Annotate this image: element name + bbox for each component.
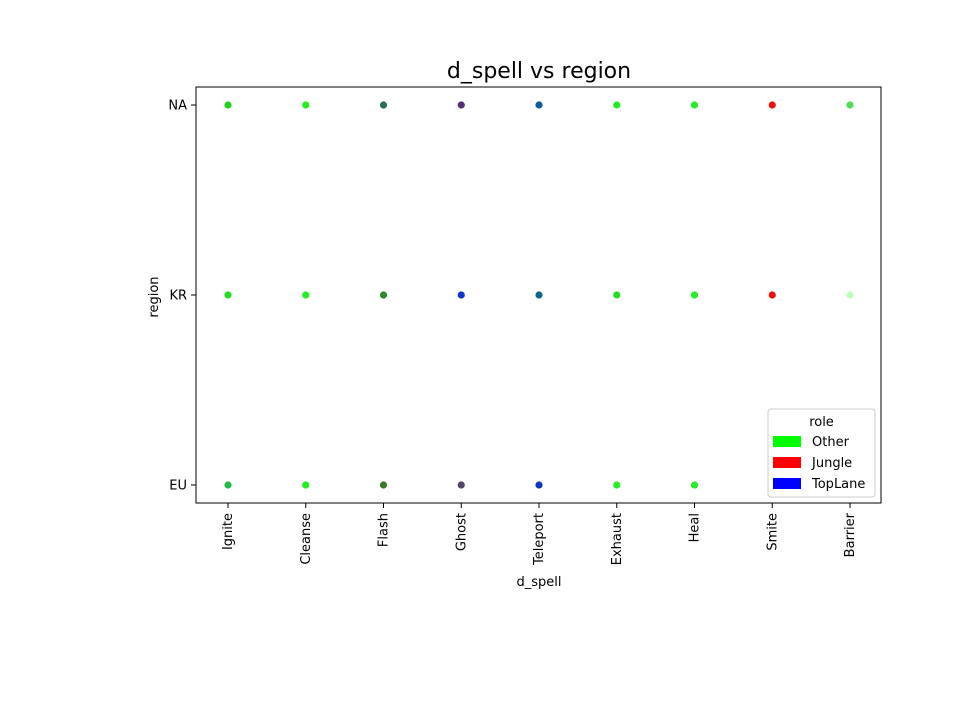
- data-point: [535, 101, 543, 109]
- data-point: [302, 101, 310, 109]
- legend-swatch: [773, 436, 801, 447]
- y-axis-label: region: [147, 276, 162, 317]
- data-point: [302, 481, 310, 489]
- legend-title: role: [809, 415, 834, 430]
- legend-label: Other: [812, 435, 850, 450]
- data-point: [535, 291, 543, 299]
- data-point: [690, 481, 699, 489]
- x-tick-label: Flash: [377, 513, 392, 547]
- legend-label: Jungle: [811, 456, 852, 471]
- x-tick-label: Ghost: [454, 513, 469, 551]
- x-tick-label: Exhaust: [610, 513, 625, 565]
- data-point: [379, 481, 388, 489]
- data-point: [379, 291, 388, 299]
- data-point: [613, 101, 621, 109]
- data-point: [457, 101, 465, 109]
- data-point: [535, 481, 543, 489]
- x-tick-label: Heal: [688, 513, 703, 542]
- legend-label: TopLane: [811, 477, 865, 492]
- x-tick-label: Barrier: [843, 512, 858, 557]
- legend-swatch: [773, 457, 801, 468]
- data-point: [690, 101, 699, 109]
- data-point: [224, 101, 232, 109]
- x-tick-label: Ignite: [221, 513, 236, 550]
- y-tick-label: EU: [169, 479, 187, 494]
- y-tick-label: KR: [169, 289, 187, 304]
- data-point: [690, 291, 699, 299]
- data-point: [224, 291, 232, 299]
- data-point: [224, 481, 232, 489]
- x-tick-label: Cleanse: [299, 513, 314, 565]
- y-tick-label: NA: [168, 99, 187, 114]
- chart-title: d_spell vs region: [447, 59, 631, 84]
- x-axis-label: d_spell: [517, 575, 562, 590]
- data-point: [302, 291, 310, 299]
- data-point: [613, 291, 621, 299]
- data-point: [379, 101, 388, 109]
- data-point: [613, 481, 621, 489]
- data-point: [457, 481, 465, 489]
- x-tick-label: Smite: [765, 513, 780, 551]
- legend-box: [767, 408, 876, 498]
- data-point: [846, 291, 854, 299]
- x-tick-label: Teleport: [532, 513, 547, 566]
- data-point: [457, 291, 465, 299]
- legend-swatch: [773, 478, 801, 489]
- legend: role Other Jungle TopLane: [767, 408, 876, 498]
- plot-area: Ignite Cleanse Flash Ghost Teleport Exhaust He…: [168, 86, 882, 566]
- data-point: [768, 291, 776, 299]
- data-point: [846, 101, 854, 109]
- data-point: [768, 101, 776, 109]
